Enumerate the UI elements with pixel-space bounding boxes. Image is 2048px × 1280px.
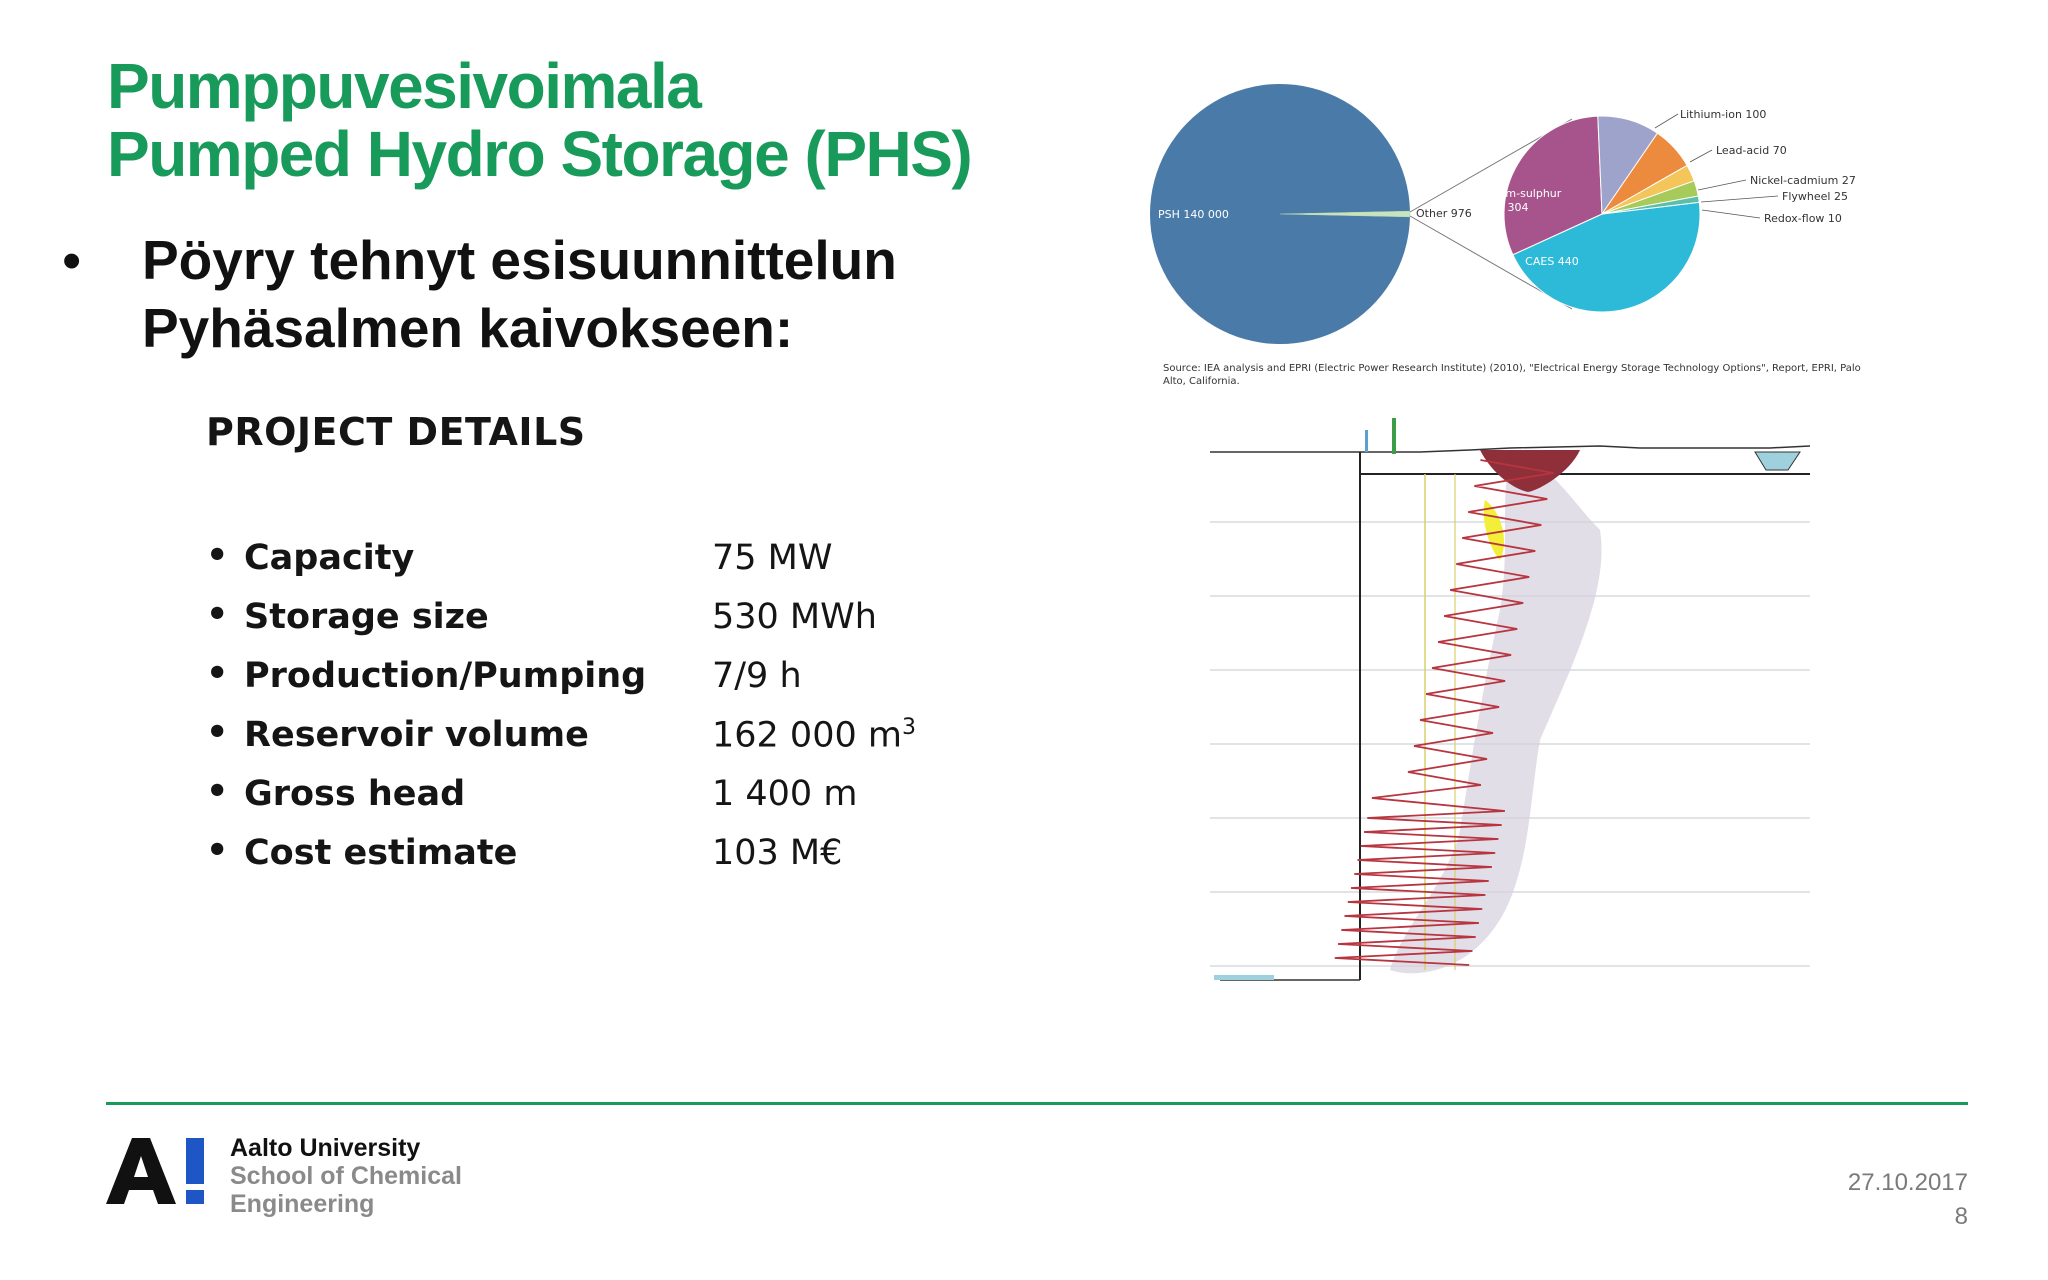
superscript: 3 [901,715,916,740]
detail-value: 75 MW [712,538,833,578]
pie-label-lithium-ion: Lithium-ion 100 [1680,108,1766,121]
detail-value: 162 000 m3 [712,715,916,756]
row-bullet-icon: • [206,536,229,576]
slide-meta: 27.10.2017 8 [1848,1166,1968,1234]
main-bullet-text: Pöyry tehnyt esisuunnittelun Pyhäsalmen … [142,226,1002,362]
detail-label: Cost estimate [244,833,518,873]
school-line-2: Engineering [230,1190,375,1218]
mine-diagram-svg [1210,418,1811,1041]
storage-pie-chart: PSH 140 000 Other 976 CAES 440 Sodium-sulph… [1150,70,1890,400]
university-name: Aalto University School of Chemical Engi… [230,1134,462,1218]
aalto-logo-icon [106,1138,204,1204]
pie-label-lead-acid: Lead-acid 70 [1716,144,1787,157]
decline-ramp-line [1334,459,1554,966]
mine-cross-section-diagram [1210,410,1840,1041]
pie-label-caes: CAES 440 [1525,255,1579,268]
headframe-icon [1392,418,1396,454]
project-details: PROJECT DETAILS • Capacity 75 MW • Stora… [200,410,960,890]
slide-title: Pumppuvesivoimala Pumped Hydro Storage (… [107,50,973,190]
pie-slice-sodium-sulphur [1503,115,1603,256]
bullet-line-1: Pöyry tehnyt esisuunnittelun [142,229,897,291]
project-details-heading: PROJECT DETAILS [206,410,586,454]
row-bullet-icon: • [206,595,229,635]
ground-surface-line [1210,445,1811,453]
bullet-line-2: Pyhäsalmen kaivokseen: [142,297,794,359]
open-pit-shape [1480,450,1580,492]
detail-value: 7/9 h [712,656,802,696]
pie-value-sodium-sulphur: 304 [1508,201,1529,214]
detail-row-cost: • Cost estimate 103 M€ [200,831,960,889]
pie-slice-caes [1512,201,1701,313]
pie-label-sodium-sulphur: Sodium-sulphur [1475,187,1562,200]
page-number: 8 [1954,1203,1968,1230]
lower-reservoir-icon [1214,975,1274,980]
upper-reservoir-icon [1754,451,1801,471]
school-line-1: School of Chemical [230,1162,462,1190]
row-bullet-icon: • [206,654,229,694]
bullet-dot-icon: • [62,229,82,291]
detail-row-reservoir: • Reservoir volume 162 000 m3 [200,713,960,771]
detail-label: Capacity [244,538,415,578]
detail-label: Storage size [244,597,489,637]
detail-row-production: • Production/Pumping 7/9 h [200,654,960,712]
pie-label-redox-flow: Redox-flow 10 [1764,212,1842,225]
row-bullet-icon: • [206,831,229,871]
pie-slice-psh [1150,83,1410,344]
pie-slice-redox-flow [1601,195,1700,215]
ore-body-shape [1390,455,1602,974]
pie-slice-other [1279,210,1411,218]
leader-line [1654,113,1679,129]
leader-line [1689,149,1713,163]
leader-line [1700,195,1779,203]
detail-value: 103 M€ [712,833,843,873]
university-label: Aalto University [230,1134,421,1162]
detail-value-text: 162 000 m [712,715,902,756]
leader-line [1701,209,1761,219]
detail-value: 1 400 m [712,774,858,814]
title-line-2: Pumped Hydro Storage (PHS) [107,118,973,190]
row-bullet-icon: • [206,772,229,812]
row-bullet-icon: • [206,713,229,753]
slide-date: 27.10.2017 [1847,1169,1968,1196]
pie-label-flywheel: Flywheel 25 [1782,190,1848,203]
pie-chart-svg: PSH 140 000 Other 976 CAES 440 Sodium-sulph… [1150,83,1856,344]
detail-label: Reservoir volume [244,715,589,755]
detail-row-storage: • Storage size 530 MWh [200,595,960,653]
chart-source: Source: IEA analysis and EPRI (Electric … [1163,363,1861,387]
detail-value: 530 MWh [712,597,877,637]
detail-row-head: • Gross head 1 400 m [200,772,960,830]
detail-label: Gross head [244,774,466,814]
tower-icon [1365,430,1368,452]
pie-label-nickel-cadmium: Nickel-cadmium 27 [1750,174,1856,187]
footer-divider [106,1102,1968,1105]
title-line-1: Pumppuvesivoimala [107,50,702,122]
detail-row-capacity: • Capacity 75 MW [200,536,960,594]
detail-label: Production/Pumping [244,656,647,696]
pie-label-psh: PSH 140 000 [1158,208,1229,221]
pie-label-other: Other 976 [1416,207,1472,220]
leader-line [1697,179,1747,191]
